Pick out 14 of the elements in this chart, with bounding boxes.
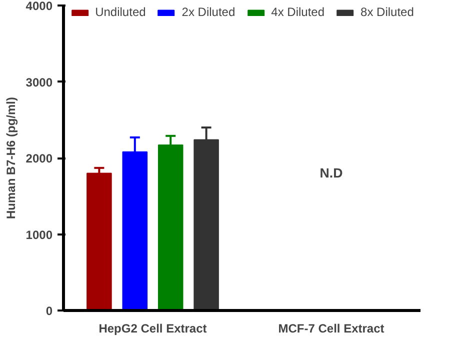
- legend-label: 8x Diluted: [360, 5, 414, 19]
- legend-label: 2x Diluted: [182, 5, 236, 19]
- annotation: N.D: [320, 166, 344, 180]
- y-tick-label: 2000: [26, 152, 53, 166]
- y-axis-title: Human B7-H6 (pg/ml): [4, 96, 18, 219]
- y-tick-label: 4000: [26, 0, 53, 13]
- y-tick-label: 3000: [26, 75, 53, 90]
- x-tick-label: HepG2 Cell Extract: [98, 322, 207, 336]
- y-tick-label: 0: [46, 304, 53, 318]
- legend-label: 4x Diluted: [271, 5, 325, 19]
- x-tick-label: MCF-7 Cell Extract: [278, 322, 384, 336]
- y-tick-label: 1000: [26, 228, 53, 242]
- legend-label: Undiluted: [95, 5, 146, 19]
- bar: [86, 172, 112, 310]
